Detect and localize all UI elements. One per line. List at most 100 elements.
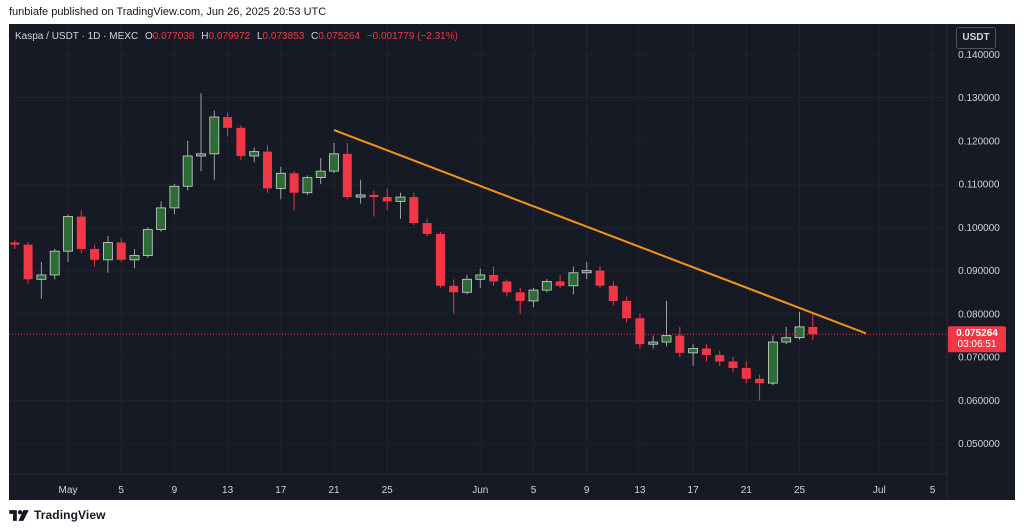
candle-body-up — [355, 194, 366, 198]
time-axis[interactable]: May 5 9 13 17 21 25 Jun 5 9 13 17 21 25 Jul 5 — [59, 485, 936, 496]
candle[interactable] — [315, 158, 326, 185]
legend-high-label: H — [201, 31, 209, 42]
candle[interactable] — [661, 300, 672, 347]
candle[interactable] — [489, 266, 499, 286]
candle[interactable] — [223, 112, 233, 137]
candle[interactable] — [568, 266, 579, 295]
candle[interactable] — [595, 266, 605, 288]
candle[interactable] — [76, 210, 86, 254]
tradingview-brand[interactable]: TradingView — [9, 508, 106, 522]
candle[interactable] — [263, 145, 272, 193]
legend-symbol[interactable]: Kaspa / USDT · 1D · MEXC — [15, 31, 139, 42]
candle[interactable] — [755, 374, 765, 401]
candle[interactable] — [249, 147, 260, 163]
candle[interactable] — [675, 326, 685, 358]
candle[interactable] — [142, 227, 153, 258]
price-tick-label: 0.080000 — [958, 309, 1000, 320]
candle[interactable] — [395, 192, 406, 219]
candle-body-down — [622, 300, 632, 319]
candle[interactable] — [648, 335, 659, 349]
legend-open-label: O — [144, 31, 153, 42]
candle-body-up — [182, 155, 193, 187]
candle-body-down — [289, 173, 299, 193]
candle[interactable] — [382, 188, 392, 211]
candle[interactable] — [781, 326, 792, 345]
price-tick-label: 0.050000 — [958, 439, 1000, 450]
candle[interactable] — [768, 335, 778, 386]
candle[interactable] — [462, 274, 472, 295]
legend-close-label: C — [311, 31, 319, 42]
candle-body-up — [661, 335, 672, 343]
candle[interactable] — [103, 236, 113, 273]
candle[interactable] — [129, 249, 140, 269]
candle[interactable] — [63, 214, 73, 262]
trendline[interactable] — [333, 129, 867, 335]
candle[interactable] — [422, 218, 432, 237]
candle[interactable] — [342, 142, 352, 200]
candle[interactable] — [541, 279, 552, 293]
candle[interactable] — [355, 179, 366, 204]
candle[interactable] — [49, 249, 60, 280]
time-tick-label: Jul — [873, 485, 886, 496]
candle[interactable] — [236, 125, 246, 161]
candlestick-chart[interactable]: 0.140000 0.130000 0.120000 0.110000 0.100000… — [9, 24, 1015, 500]
chart-background — [9, 24, 1015, 500]
time-tick-label: 21 — [328, 485, 340, 496]
candle[interactable] — [10, 240, 20, 249]
candle[interactable] — [289, 171, 299, 211]
candle[interactable] — [701, 344, 711, 362]
candle-body-down — [116, 242, 126, 260]
candle[interactable] — [409, 192, 419, 226]
candle-body-up — [768, 341, 778, 384]
candle[interactable] — [475, 268, 486, 288]
chart-frame[interactable]: 0.140000 0.130000 0.120000 0.110000 0.100000… — [9, 24, 1015, 500]
candle[interactable] — [90, 244, 100, 267]
candle[interactable] — [715, 350, 725, 366]
candle[interactable] — [209, 110, 220, 180]
candle[interactable] — [23, 242, 33, 284]
candle-body-down — [409, 197, 419, 224]
candle[interactable] — [502, 279, 512, 297]
candle-body-down — [23, 244, 33, 280]
candle[interactable] — [528, 287, 539, 308]
published-text: funbiafe published on TradingView.com, J… — [9, 6, 327, 18]
candle[interactable] — [622, 296, 632, 323]
candle[interactable] — [156, 201, 167, 232]
candle-body-up — [49, 250, 60, 276]
time-tick-label: May — [59, 485, 78, 496]
candle[interactable] — [581, 261, 592, 280]
candle[interactable] — [182, 140, 193, 191]
candle[interactable] — [808, 313, 818, 341]
candle[interactable] — [608, 281, 618, 306]
candle[interactable] — [369, 190, 379, 217]
candle[interactable] — [449, 279, 459, 314]
candle[interactable] — [302, 175, 313, 195]
candle[interactable] — [169, 184, 180, 215]
tradingview-brand-text: TradingView — [34, 508, 106, 522]
time-tick-label: 5 — [531, 485, 537, 496]
currency-button[interactable]: USDT — [956, 27, 996, 49]
candle[interactable] — [555, 274, 565, 288]
time-tick-label: 25 — [382, 485, 394, 496]
candle-body-down — [369, 194, 379, 198]
candle[interactable] — [196, 93, 206, 172]
candle-body-up — [462, 278, 472, 293]
candle-body-down — [90, 249, 100, 260]
candle[interactable] — [728, 357, 738, 373]
candle[interactable] — [36, 261, 47, 299]
candle[interactable] — [116, 238, 126, 262]
candle-body-down — [502, 281, 512, 293]
candle[interactable] — [329, 142, 339, 174]
candle[interactable] — [741, 361, 751, 384]
candle[interactable] — [635, 313, 645, 349]
candle[interactable] — [688, 344, 698, 366]
candle-body-down — [808, 326, 818, 335]
candle-body-down — [701, 348, 711, 356]
price-axis[interactable]: 0.140000 0.130000 0.120000 0.110000 0.100000… — [958, 50, 1000, 450]
candle[interactable] — [794, 311, 805, 340]
candle[interactable] — [435, 231, 445, 288]
candle[interactable] — [515, 287, 525, 314]
candle[interactable] — [275, 166, 286, 200]
candle-body-up — [329, 153, 339, 172]
time-tick-label: 13 — [634, 485, 646, 496]
